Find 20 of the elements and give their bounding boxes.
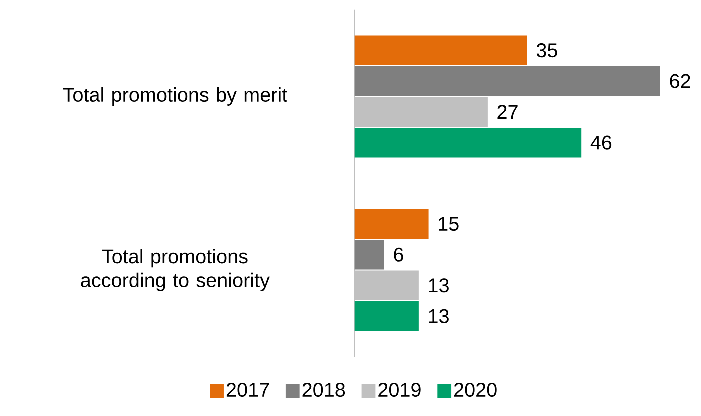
data-label: 13 — [429, 310, 449, 324]
bar — [354, 128, 582, 158]
bar — [354, 36, 528, 66]
data-label: 27 — [498, 105, 518, 120]
data-label: 13 — [429, 278, 449, 293]
data-label: 15 — [439, 217, 459, 232]
legend-label: 2017 — [226, 383, 270, 398]
data-label: 46 — [590, 136, 612, 150]
bar — [354, 66, 660, 96]
legend-label: 2020 — [454, 383, 497, 398]
bar — [354, 302, 419, 332]
y-tick-label: Total promotions according to seniority — [81, 249, 270, 292]
bar — [354, 240, 384, 270]
data-label: 6 — [394, 248, 404, 262]
legend-label: 2018 — [302, 383, 346, 398]
data-label: 62 — [670, 74, 690, 89]
legend-label: 2019 — [378, 383, 421, 398]
y-tick-label: Total promotions by merit — [63, 88, 288, 106]
data-label: 35 — [536, 44, 558, 58]
bar — [354, 209, 429, 240]
